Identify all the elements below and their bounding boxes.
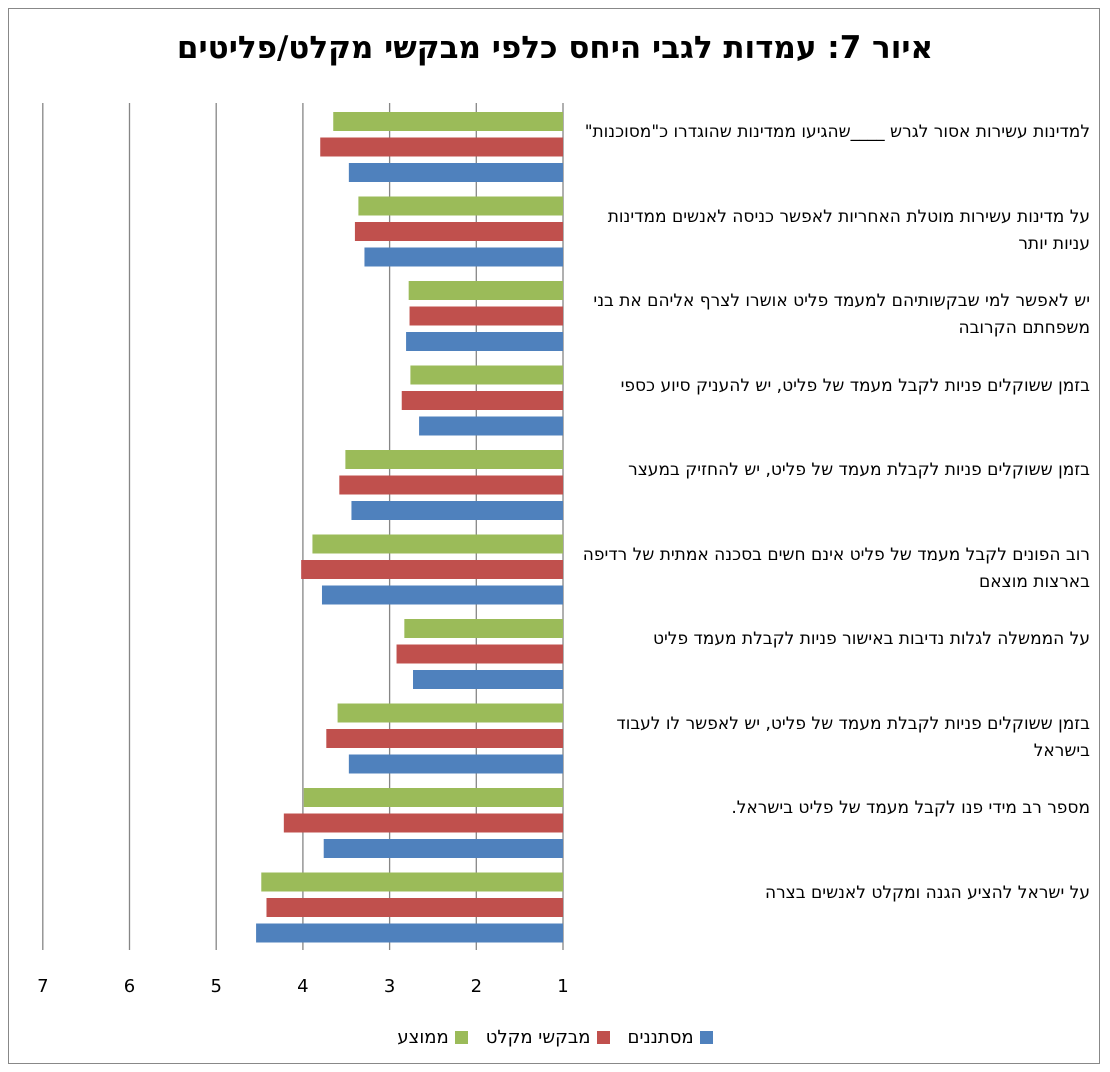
x-tick-label-5: 5 bbox=[210, 976, 221, 997]
bar-asylum-seekers-0 bbox=[320, 137, 563, 157]
x-tick-label-3: 3 bbox=[384, 976, 395, 997]
bar-average-6 bbox=[404, 619, 563, 638]
bar-asylum-seekers-2 bbox=[409, 306, 563, 326]
bar-infiltrators-7 bbox=[348, 754, 563, 774]
category-label-0: למדינות עשירות אסור לגרש ____שהגיעו ממדי… bbox=[584, 122, 1090, 142]
bar-asylum-seekers-9 bbox=[266, 898, 563, 917]
x-tick-label-2: 2 bbox=[471, 976, 482, 997]
bar-asylum-seekers-1 bbox=[354, 222, 563, 241]
legend-swatch-asylum-seekers bbox=[596, 1031, 610, 1044]
category-label-2: יש לאפשר למי שבקשותיהם למעמד פליט אושרו … bbox=[593, 291, 1090, 338]
category-label-1: על מדינות עשירות מוטלת האחריות לאפשר כני… bbox=[607, 206, 1090, 254]
bar-average-0 bbox=[333, 112, 563, 131]
legend-item-asylum-seekers: מבקשי מקלט bbox=[486, 1027, 610, 1048]
legend-label-average: ממוצע bbox=[397, 1027, 449, 1048]
legend-swatch-average bbox=[454, 1031, 468, 1044]
legend: מסתננים מבקשי מקלט ממוצע bbox=[0, 1027, 1110, 1048]
bar-infiltrators-2 bbox=[406, 332, 563, 351]
bar-infiltrators-6 bbox=[413, 670, 563, 689]
bar-infiltrators-0 bbox=[348, 163, 563, 182]
bar-infiltrators-1 bbox=[364, 247, 563, 267]
bar-average-4 bbox=[345, 450, 563, 469]
bar-infiltrators-5 bbox=[321, 585, 563, 605]
category-label-8: מספר רב מידי פנו לקבל מעמד של פליט בישרא… bbox=[731, 798, 1090, 818]
bar-average-5 bbox=[312, 534, 563, 554]
bar-asylum-seekers-8 bbox=[283, 813, 563, 833]
x-tick-label-6: 6 bbox=[124, 976, 135, 997]
bar-infiltrators-3 bbox=[419, 416, 563, 436]
legend-label-infiltrators: מסתננים bbox=[627, 1027, 694, 1048]
bar-infiltrators-9 bbox=[256, 923, 563, 943]
bar-average-3 bbox=[410, 365, 563, 385]
legend-label-asylum-seekers: מבקשי מקלט bbox=[485, 1027, 591, 1048]
x-tick-label-1: 1 bbox=[557, 976, 568, 997]
bar-infiltrators-8 bbox=[323, 839, 563, 858]
legend-item-infiltrators: מסתננים bbox=[628, 1027, 713, 1048]
category-label-5: רוב הפונים לקבל מעמד של פליט אינם חשים ב… bbox=[582, 544, 1090, 592]
bar-average-8 bbox=[303, 788, 563, 807]
bar-average-2 bbox=[408, 281, 563, 300]
bar-asylum-seekers-7 bbox=[326, 729, 563, 748]
legend-item-average: ממוצע bbox=[397, 1027, 468, 1048]
bar-asylum-seekers-5 bbox=[301, 560, 563, 579]
bar-average-9 bbox=[261, 872, 563, 892]
bar-average-7 bbox=[337, 703, 563, 723]
x-tick-label-7: 7 bbox=[37, 976, 48, 997]
category-label-7: בזמן ששוקלים פניות לקבלת מעמד של פליט, י… bbox=[616, 713, 1090, 761]
category-label-6: על הממשלה לגלות נדיבות באישור פניות לקבל… bbox=[652, 629, 1090, 649]
bar-asylum-seekers-4 bbox=[339, 475, 563, 495]
category-label-9: על ישראל להציע הגנה ומקלט לאנשים בצרה bbox=[764, 882, 1090, 903]
x-tick-label-4: 4 bbox=[297, 976, 308, 997]
legend-swatch-infiltrators bbox=[699, 1031, 713, 1044]
bar-asylum-seekers-3 bbox=[401, 391, 563, 410]
chart-title: איור 7: עמדות לגבי היחס כלפי מבקשי מקלט/… bbox=[176, 30, 934, 66]
category-label-4: בזמן ששוקלים פניות לקבלת מעמד של פליט, י… bbox=[628, 460, 1090, 480]
bar-average-1 bbox=[358, 196, 563, 216]
bar-infiltrators-4 bbox=[351, 501, 563, 520]
category-label-3: בזמן ששוקלים פניות לקבל מעמד של פליט, יש… bbox=[620, 375, 1090, 396]
bar-asylum-seekers-6 bbox=[396, 644, 563, 664]
